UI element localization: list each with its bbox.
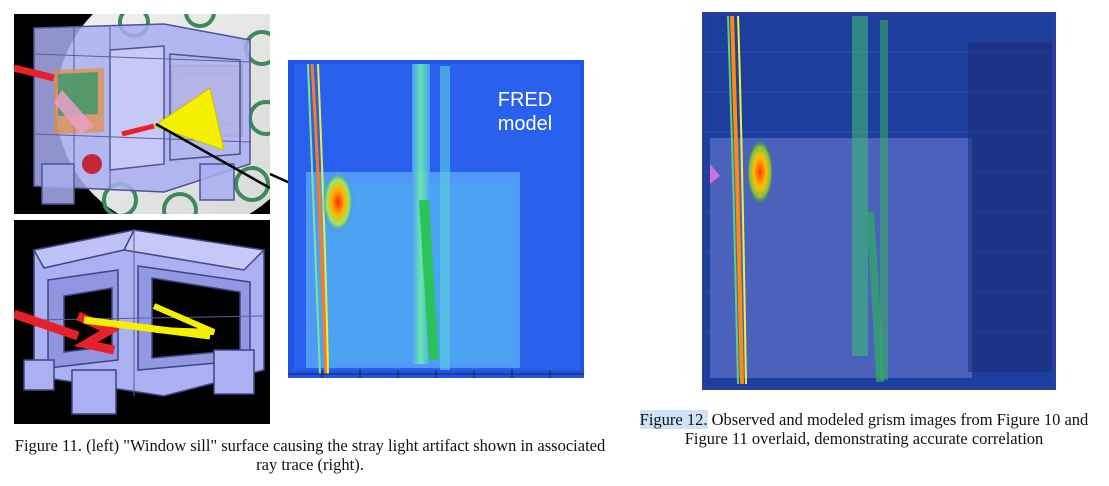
fred-label-line2: model [497,113,553,135]
figure-11-caption: Figure 11. (left) "Window sill" surface … [14,436,606,474]
fred-ray-trace [288,60,584,378]
figure-12-caption: Figure 12. Observed and modeled grism im… [622,410,1106,448]
fred-label-line1: FRED [497,89,553,111]
cad-render-top [14,14,270,214]
overlay-grism-image [702,12,1056,390]
cad-render-bottom [14,220,270,424]
figure-12-caption-text: Observed and modeled grism images from F… [684,410,1089,448]
fred-model-label: FRED model [480,88,570,136]
figure-12-label: Figure 12. [639,410,708,429]
